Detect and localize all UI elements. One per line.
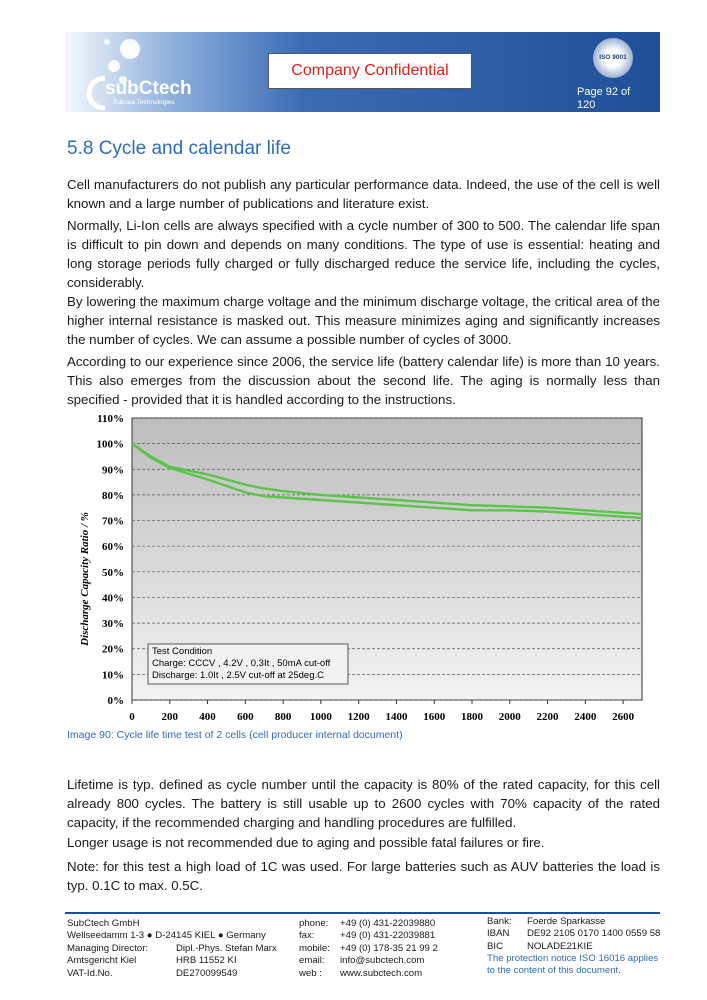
page-number: Page 92 of 120 <box>577 86 631 111</box>
logo-text: subCtech <box>105 78 192 99</box>
footer-company: Dipl.-Phys. Stefan Marx <box>176 942 277 954</box>
annotation-box <box>147 643 349 685</box>
confidential-label: Company Confidential <box>268 53 472 89</box>
footer-company: Amtsgericht Kiel <box>67 955 137 967</box>
annotation: Discharge: 1.0It , 2.5V cut-off at 25deg… <box>152 670 324 681</box>
x-tick-label: 1800 <box>461 711 484 723</box>
paragraph: Cell manufacturers do not publish any pa… <box>67 177 660 211</box>
x-tick-label: 400 <box>199 711 216 723</box>
paragraph: According to our experience since 2006, … <box>67 354 660 407</box>
y-tick-label: 100% <box>97 439 125 451</box>
y-tick-label: 70% <box>102 516 124 528</box>
x-tick-label: 600 <box>237 711 254 723</box>
footer-contact: web : <box>299 967 322 979</box>
footer-contact: +49 (0) 431-22039881 <box>340 930 436 942</box>
footer-contact: fax: <box>299 930 315 942</box>
annotation: Charge: CCCV , 4.2V , 0.3It , 50mA cut-o… <box>152 658 331 669</box>
paragraph: Note: for this test a high load of 1C wa… <box>67 859 660 893</box>
footer-company: Managing Director: <box>67 942 149 954</box>
x-tick-label: 2000 <box>499 711 522 723</box>
x-tick-label: 1400 <box>385 711 408 723</box>
footer-bank: BIC <box>487 940 503 952</box>
footer-company: VAT-Id.No. <box>67 967 113 979</box>
x-tick-label: 2600 <box>612 711 635 723</box>
figure-caption: Image 90: Cycle life time test of 2 cell… <box>67 729 403 741</box>
footer-notice: The protection notice ISO 16016 applies … <box>487 953 659 977</box>
footer-company: DE270099549 <box>176 967 238 979</box>
footer-contact: mobile: <box>299 942 330 954</box>
x-tick-label: 800 <box>275 711 292 723</box>
section-heading: 5.8 Cycle and calendar life <box>67 138 291 159</box>
x-tick-label: 1200 <box>348 711 371 723</box>
footer-company: SubCtech GmbH <box>67 918 140 929</box>
x-tick-label: 2200 <box>537 711 560 723</box>
footer-bank: Bank: <box>487 916 512 927</box>
footer-company: Wellseedamm 1-3 ● D-24145 KIEL ● Germany <box>67 930 266 942</box>
footer-rule <box>65 912 660 914</box>
paragraph: Lifetime is typ. defined as cycle number… <box>67 777 660 830</box>
y-tick-label: 110% <box>97 413 124 425</box>
logo-graphic <box>86 39 140 111</box>
logo-subtitle: Subsea Technologies <box>113 99 175 106</box>
footer-bank: IBAN <box>487 928 510 940</box>
paragraph: Longer usage is not recommended due to a… <box>67 835 545 850</box>
footer-contact: www.subctech.com <box>340 967 423 979</box>
footer-company: HRB 11552 KI <box>176 955 237 967</box>
y-tick-label: 20% <box>102 644 124 656</box>
footer-contact: email: <box>299 955 325 967</box>
y-tick-label: 50% <box>102 567 124 579</box>
x-tick-label: 1000 <box>310 711 333 723</box>
y-tick-label: 80% <box>102 490 124 502</box>
y-tick-label: 90% <box>102 464 124 476</box>
x-tick-label: 200 <box>162 711 179 723</box>
y-tick-label: 60% <box>102 541 124 553</box>
annotation: Test Condition <box>152 646 212 657</box>
y-tick-label: 0% <box>108 695 125 707</box>
y-tick-label: 40% <box>102 592 124 604</box>
x-tick-label: 1600 <box>423 711 446 723</box>
y-tick-label: 10% <box>102 669 124 681</box>
footer-contact: +49 (0) 431-22039880 <box>340 918 436 929</box>
y-axis-label: Discharge Capacity Ratio / % <box>79 512 91 647</box>
data-line <box>131 442 643 516</box>
x-tick-label: 2400 <box>574 711 597 723</box>
paragraph: Normally, Li-Ion cells are always specif… <box>67 218 660 290</box>
chart: 0% 10% 20% 30% 40% 50% 60% 70% 80% 90% 100% 110% 0 20… <box>79 413 643 723</box>
iso-badge: ISO 9001 <box>593 38 633 78</box>
footer-contact: +49 (0) 178-35 21 99 2 <box>340 942 438 954</box>
footer-bank: Foerde Sparkasse <box>527 916 606 927</box>
header-banner: subCtech Subsea Technologies Company Con… <box>65 32 660 112</box>
y-tick-label: 30% <box>102 618 124 630</box>
footer-bank: DE92 2105 0170 1400 0559 58 <box>527 928 661 940</box>
data-line <box>131 442 643 520</box>
x-tick-label: 0 <box>129 711 135 723</box>
footer-contact: info@subctech.com <box>340 955 425 967</box>
footer-bank: NOLADE21KIE <box>527 940 593 952</box>
paragraph: By lowering the maximum charge voltage a… <box>67 294 660 347</box>
footer-contact: phone: <box>299 918 329 929</box>
